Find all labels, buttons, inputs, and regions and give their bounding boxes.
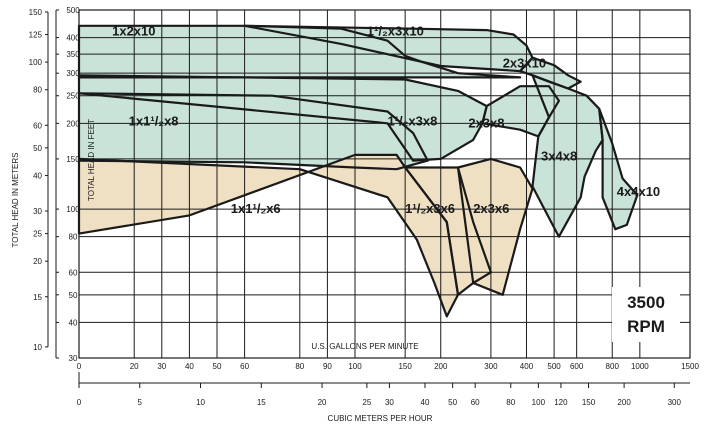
region-outline-1-1-2x3x10 — [243, 24, 534, 73]
x-tick-label-m3h: 5 — [138, 398, 143, 407]
x-tick-label-m3h: 0 — [77, 398, 82, 407]
x-axis-title-gpm: U.S. GALLONS PER MINUTE — [311, 342, 418, 351]
x-tick-label-gpm: 90 — [323, 362, 332, 371]
rpm-value: 3500 — [627, 293, 665, 312]
y-tick-label-feet: 40 — [69, 318, 78, 327]
region-label-1x2x10: 1x2x10 — [112, 24, 155, 39]
axes-layer: 1015202530405060801001251503040506080100… — [29, 6, 700, 407]
y-tick-label-meters: 150 — [29, 8, 43, 17]
x-tick-label-m3h: 120 — [554, 398, 568, 407]
y-tick-label-feet: 250 — [66, 92, 80, 101]
pump-regions-layer — [79, 25, 638, 317]
region-label-1-1-2x3x10: 1¹/₂x3x10 — [367, 24, 424, 39]
x-tick-label-m3h: 25 — [362, 398, 371, 407]
y-tick-label-meters: 10 — [33, 343, 42, 352]
region-label-1x1-1-2x8: 1x1¹/₂x8 — [129, 113, 179, 128]
x-tick-label-m3h: 10 — [196, 398, 205, 407]
y-tick-label-meters: 25 — [33, 230, 42, 239]
x-tick-label-m3h: 200 — [617, 398, 631, 407]
region-outline-1x1-1-2x8 — [77, 92, 429, 171]
rpm-unit: RPM — [627, 317, 665, 336]
x-tick-label-m3h: 300 — [668, 398, 682, 407]
region-fill-2x3x8 — [482, 86, 559, 137]
y-tick-label-feet: 30 — [69, 354, 78, 363]
x-tick-label-gpm: 1000 — [631, 362, 649, 371]
y-tick-label-meters: 15 — [33, 293, 42, 302]
x-tick-label-gpm: 30 — [157, 362, 166, 371]
x-tick-label-gpm: 100 — [348, 362, 362, 371]
region-label-1-1-2x3x6: 1¹/₂x3x6 — [405, 201, 455, 216]
x-tick-label-m3h: 60 — [471, 398, 480, 407]
x-tick-label-gpm: 60 — [240, 362, 249, 371]
y-axis-title-feet: TOTAL HEAD IN FEET — [87, 119, 96, 201]
x-tick-label-gpm: 0 — [77, 362, 82, 371]
y-tick-label-meters: 30 — [33, 207, 42, 216]
x-tick-label-m3h: 80 — [506, 398, 515, 407]
y-tick-label-feet: 500 — [66, 6, 80, 15]
x-tick-label-gpm: 20 — [130, 362, 139, 371]
x-tick-label-gpm: 80 — [295, 362, 304, 371]
region-label-2x3x8: 2x3x8 — [468, 115, 504, 130]
rpm-box — [612, 287, 680, 342]
region-fill-1x1-1-2x6 — [79, 154, 458, 317]
y-tick-label-feet: 350 — [66, 50, 80, 59]
y-tick-label-feet: 300 — [66, 69, 80, 78]
x-tick-label-m3h: 40 — [421, 398, 430, 407]
y-tick-label-meters: 50 — [33, 144, 42, 153]
y-tick-label-meters: 60 — [33, 121, 42, 130]
x-tick-label-m3h: 50 — [448, 398, 457, 407]
region-label-3x4x8: 3x4x8 — [541, 148, 577, 163]
y-tick-label-feet: 400 — [66, 34, 80, 43]
y-tick-label-feet: 100 — [66, 205, 80, 214]
y-tick-label-meters: 40 — [33, 171, 42, 180]
x-tick-label-gpm: 800 — [606, 362, 620, 371]
region-label-1-1-2x3x8: 1¹/₂x3x8 — [387, 113, 437, 128]
region-fill-2x3x6 — [458, 158, 533, 295]
x-tick-label-gpm: 1500 — [681, 362, 699, 371]
region-outlines-layer — [77, 24, 639, 318]
x-tick-label-m3h: 15 — [257, 398, 266, 407]
region-outline-1-1-2x3x8 — [77, 74, 488, 162]
region-outline-4x4x10 — [598, 107, 639, 231]
x-tick-label-gpm: 50 — [213, 362, 222, 371]
y-tick-label-feet: 60 — [69, 268, 78, 277]
x-tick-label-m3h: 30 — [385, 398, 394, 407]
x-tick-label-gpm: 500 — [547, 362, 561, 371]
y-tick-label-meters: 100 — [29, 58, 43, 67]
x-tick-label-gpm: 600 — [570, 362, 584, 371]
y-tick-label-feet: 50 — [69, 291, 78, 300]
y-tick-label-meters: 20 — [33, 257, 42, 266]
x-tick-label-m3h: 100 — [532, 398, 546, 407]
x-tick-label-gpm: 400 — [520, 362, 534, 371]
x-axis-title-m3h: CUBIC METERS PER HOUR — [328, 414, 433, 423]
region-outline-2x3x6 — [456, 157, 534, 296]
x-tick-label-m3h: 20 — [318, 398, 327, 407]
x-tick-label-gpm: 40 — [185, 362, 194, 371]
x-tick-label-gpm: 300 — [484, 362, 498, 371]
x-tick-label-m3h: 150 — [582, 398, 596, 407]
y-tick-label-meters: 125 — [29, 31, 43, 40]
y-tick-label-feet: 150 — [66, 155, 80, 164]
y-tick-label-feet: 80 — [69, 233, 78, 242]
region-label-4x4x10: 4x4x10 — [617, 184, 660, 199]
region-fill-4x4x10 — [599, 108, 638, 230]
x-tick-label-gpm: 150 — [398, 362, 412, 371]
region-outline-3x4x8 — [531, 74, 604, 238]
region-fill-1-1-2x3x8 — [79, 75, 487, 161]
region-label-2x3x6: 2x3x6 — [473, 201, 509, 216]
region-label-2x3x10: 2x3x10 — [503, 55, 546, 70]
region-outline-1-1-2x3x6 — [404, 166, 492, 296]
y-tick-label-feet: 200 — [66, 119, 80, 128]
y-tick-label-meters: 80 — [33, 86, 42, 95]
region-labels-layer: 1x2x10 1¹/₂x3x10 2x3x10 1x1¹/₂x8 1¹/₂x3x8 2x3… — [112, 24, 660, 217]
region-label-1x1-1-2x6: 1x1¹/₂x6 — [231, 201, 281, 216]
y-axis-title-meters: TOTAL HEAD IN METERS — [11, 153, 20, 248]
x-tick-label-gpm: 200 — [434, 362, 448, 371]
